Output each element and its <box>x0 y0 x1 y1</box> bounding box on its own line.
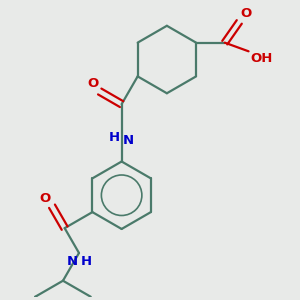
Text: OH: OH <box>250 52 272 65</box>
Text: H: H <box>109 131 120 144</box>
Text: H: H <box>80 255 92 268</box>
Text: O: O <box>87 77 98 90</box>
Text: O: O <box>241 8 252 20</box>
Text: N: N <box>66 255 77 268</box>
Text: N: N <box>122 134 134 147</box>
Text: O: O <box>39 192 50 205</box>
